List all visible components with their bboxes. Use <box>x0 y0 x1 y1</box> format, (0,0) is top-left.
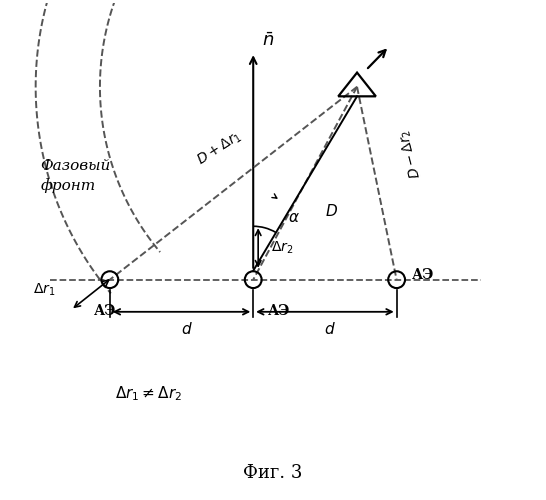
Text: $\alpha$: $\alpha$ <box>288 211 300 225</box>
Text: $d$: $d$ <box>181 320 192 336</box>
Text: $\bar{n}$: $\bar{n}$ <box>262 32 274 50</box>
Text: АЭ: АЭ <box>94 304 116 318</box>
Text: $\Delta r_2$: $\Delta r_2$ <box>270 240 293 256</box>
Text: $D+\Delta r_1$: $D+\Delta r_1$ <box>194 128 245 169</box>
Text: Фиг. 3: Фиг. 3 <box>244 464 302 481</box>
Text: Фазовый
фронт: Фазовый фронт <box>40 159 111 192</box>
Text: АЭ: АЭ <box>268 304 290 318</box>
Text: АЭ: АЭ <box>412 268 434 281</box>
Text: $\Delta r_1$: $\Delta r_1$ <box>33 282 56 298</box>
Text: $\Delta r_1 \neq \Delta r_2$: $\Delta r_1 \neq \Delta r_2$ <box>115 384 182 402</box>
Text: $d$: $d$ <box>324 320 336 336</box>
Text: $D-\Delta r_2$: $D-\Delta r_2$ <box>396 128 425 180</box>
Text: $D$: $D$ <box>325 203 338 219</box>
